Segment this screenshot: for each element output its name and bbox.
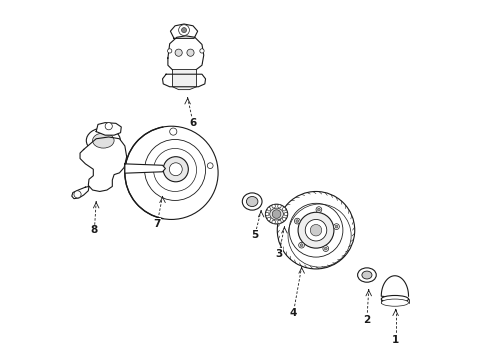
Ellipse shape: [270, 208, 283, 220]
Circle shape: [278, 220, 281, 224]
Circle shape: [272, 210, 281, 219]
Circle shape: [323, 246, 329, 251]
Circle shape: [168, 49, 172, 53]
Circle shape: [318, 208, 320, 211]
Text: 8: 8: [91, 225, 98, 235]
Circle shape: [272, 204, 275, 208]
Polygon shape: [96, 123, 122, 135]
Ellipse shape: [93, 133, 114, 148]
Circle shape: [181, 28, 187, 33]
Circle shape: [179, 25, 190, 36]
Circle shape: [298, 212, 334, 248]
Circle shape: [299, 242, 304, 248]
Text: 7: 7: [153, 219, 161, 229]
Ellipse shape: [243, 193, 262, 210]
Circle shape: [282, 217, 286, 221]
Circle shape: [289, 203, 343, 257]
Text: 5: 5: [251, 230, 259, 239]
Circle shape: [310, 225, 322, 236]
Circle shape: [316, 207, 322, 212]
Circle shape: [125, 126, 218, 220]
Ellipse shape: [266, 204, 288, 224]
Polygon shape: [125, 164, 166, 173]
Circle shape: [334, 224, 340, 229]
Circle shape: [282, 207, 286, 211]
Ellipse shape: [246, 197, 258, 207]
Polygon shape: [168, 36, 204, 72]
Circle shape: [272, 220, 275, 224]
Circle shape: [278, 204, 281, 208]
Circle shape: [266, 212, 269, 216]
Ellipse shape: [187, 49, 194, 56]
Circle shape: [170, 128, 177, 135]
Ellipse shape: [175, 49, 182, 56]
Circle shape: [267, 207, 271, 211]
Polygon shape: [171, 24, 197, 39]
Polygon shape: [381, 276, 409, 299]
Circle shape: [277, 192, 355, 269]
Circle shape: [294, 218, 300, 224]
Circle shape: [305, 220, 327, 241]
Circle shape: [324, 247, 327, 250]
Text: 6: 6: [189, 118, 196, 128]
Circle shape: [74, 191, 81, 198]
Polygon shape: [163, 74, 205, 87]
Text: 2: 2: [363, 315, 370, 325]
Ellipse shape: [381, 296, 409, 303]
Circle shape: [267, 217, 271, 221]
Circle shape: [284, 212, 288, 216]
Ellipse shape: [381, 299, 409, 306]
Ellipse shape: [86, 128, 121, 153]
Text: 4: 4: [290, 308, 297, 318]
Circle shape: [296, 220, 299, 222]
Circle shape: [170, 163, 182, 176]
Circle shape: [335, 225, 338, 228]
Ellipse shape: [362, 271, 372, 279]
Circle shape: [300, 244, 303, 247]
Circle shape: [163, 157, 188, 182]
Circle shape: [207, 163, 213, 168]
Text: 3: 3: [275, 248, 283, 258]
Text: 1: 1: [392, 334, 399, 345]
Circle shape: [200, 49, 204, 53]
Polygon shape: [80, 137, 126, 192]
Ellipse shape: [358, 268, 376, 282]
Polygon shape: [172, 69, 196, 90]
Polygon shape: [72, 186, 89, 199]
Circle shape: [105, 123, 112, 130]
